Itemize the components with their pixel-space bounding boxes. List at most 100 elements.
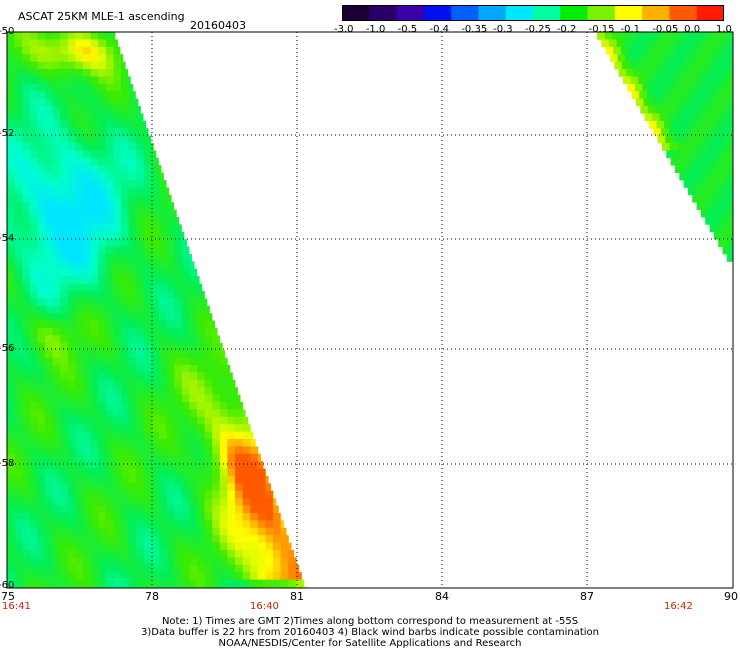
swath-cell	[121, 157, 129, 166]
swath-cell	[151, 254, 160, 262]
swath-cell	[273, 550, 281, 558]
swath-cell	[60, 91, 69, 99]
swath-cell	[727, 202, 734, 210]
swath-cell	[128, 424, 137, 432]
swath-cell	[227, 483, 236, 492]
swath-cell	[37, 231, 46, 240]
swath-cell	[45, 69, 53, 77]
swath-cell	[204, 572, 213, 580]
swath-cell	[636, 98, 644, 107]
swath-cell	[22, 143, 31, 151]
swath-cell	[75, 98, 84, 107]
swath-cell	[212, 505, 221, 514]
swath-cell	[212, 468, 221, 477]
swath-cell	[181, 416, 190, 425]
swath-cell	[204, 350, 213, 358]
swath-cell	[121, 387, 129, 395]
swath-cell	[288, 550, 295, 558]
swath-cell	[136, 313, 145, 321]
swath-cell	[52, 379, 61, 388]
swath-cell	[250, 490, 259, 499]
swath-cell	[113, 120, 122, 129]
swath-cell	[14, 157, 23, 166]
swath-cell	[98, 350, 107, 358]
swath-cell	[29, 328, 38, 336]
swath-cell	[159, 439, 167, 447]
swath-cell	[212, 350, 221, 358]
swath-cell	[219, 409, 228, 418]
swath-cell	[7, 180, 15, 188]
swath-cell	[151, 379, 160, 388]
swath-cell	[181, 527, 190, 536]
swath-cell	[45, 106, 53, 114]
swath-cell	[60, 416, 69, 425]
swath-cell	[235, 483, 243, 492]
swath-cell	[143, 291, 152, 299]
swath-cell	[227, 520, 236, 529]
swath-cell	[151, 291, 160, 299]
swath-cell	[136, 328, 145, 336]
swath-cell	[37, 446, 46, 455]
swath-cell	[29, 476, 38, 484]
swath-cell	[105, 439, 114, 447]
swath-cell	[227, 394, 236, 403]
swath-cell	[181, 446, 190, 455]
swath-cell	[128, 579, 137, 588]
swath-cell	[52, 120, 61, 129]
swath-cell	[724, 172, 733, 181]
y-tick-label: -50	[0, 26, 15, 37]
swath-cell	[45, 305, 53, 314]
swath-cell	[136, 357, 145, 366]
swath-cell	[280, 527, 287, 536]
swath-cell	[45, 120, 53, 129]
swath-cell	[75, 224, 84, 233]
swath-cell	[113, 535, 122, 543]
swath-cell	[83, 91, 91, 99]
swath-cell	[105, 372, 114, 381]
swath-cell	[75, 572, 84, 580]
color-scale-swatch	[669, 5, 698, 21]
swath-cell	[235, 564, 243, 573]
color-scale-swatch	[587, 5, 616, 21]
swath-cell	[713, 113, 721, 122]
swath-cell	[29, 365, 38, 373]
swath-cell	[29, 202, 38, 210]
swath-cell	[75, 453, 84, 462]
swath-cell	[45, 513, 53, 521]
swath-cell	[250, 424, 251, 432]
swath-cell	[219, 579, 228, 588]
swath-cell	[37, 261, 46, 270]
swath-cell	[697, 165, 706, 173]
swath-cell	[105, 520, 114, 529]
swath-cell	[204, 535, 213, 543]
swath-cell	[726, 83, 734, 92]
swath-cell	[45, 239, 53, 247]
swath-cell	[658, 98, 667, 107]
swath-cell	[250, 431, 254, 440]
swath-cell	[105, 498, 114, 506]
swath-cell	[197, 527, 205, 536]
swath-cell	[83, 379, 91, 388]
swath-cell	[121, 342, 129, 351]
swath-cell	[37, 217, 46, 225]
swath-cell	[181, 402, 190, 410]
swath-cell	[128, 172, 137, 181]
swath-cell	[204, 542, 213, 551]
swath-cell	[37, 542, 46, 551]
swath-cell	[90, 261, 99, 270]
swath-cell	[151, 572, 160, 580]
swath-cell	[128, 268, 137, 277]
swath-cell	[204, 461, 213, 469]
swath-cell	[90, 313, 99, 321]
swath-cell	[83, 276, 91, 284]
swath-cell	[22, 46, 31, 55]
swath-cell	[90, 357, 99, 366]
swath-cell	[235, 490, 243, 499]
swath-cell	[121, 135, 129, 144]
swath-cell	[227, 535, 236, 543]
swath-cell	[105, 350, 114, 358]
swath-cell	[7, 520, 15, 529]
swath-cell	[67, 468, 76, 477]
swath-cell	[29, 513, 38, 521]
swath-cell	[29, 150, 38, 159]
